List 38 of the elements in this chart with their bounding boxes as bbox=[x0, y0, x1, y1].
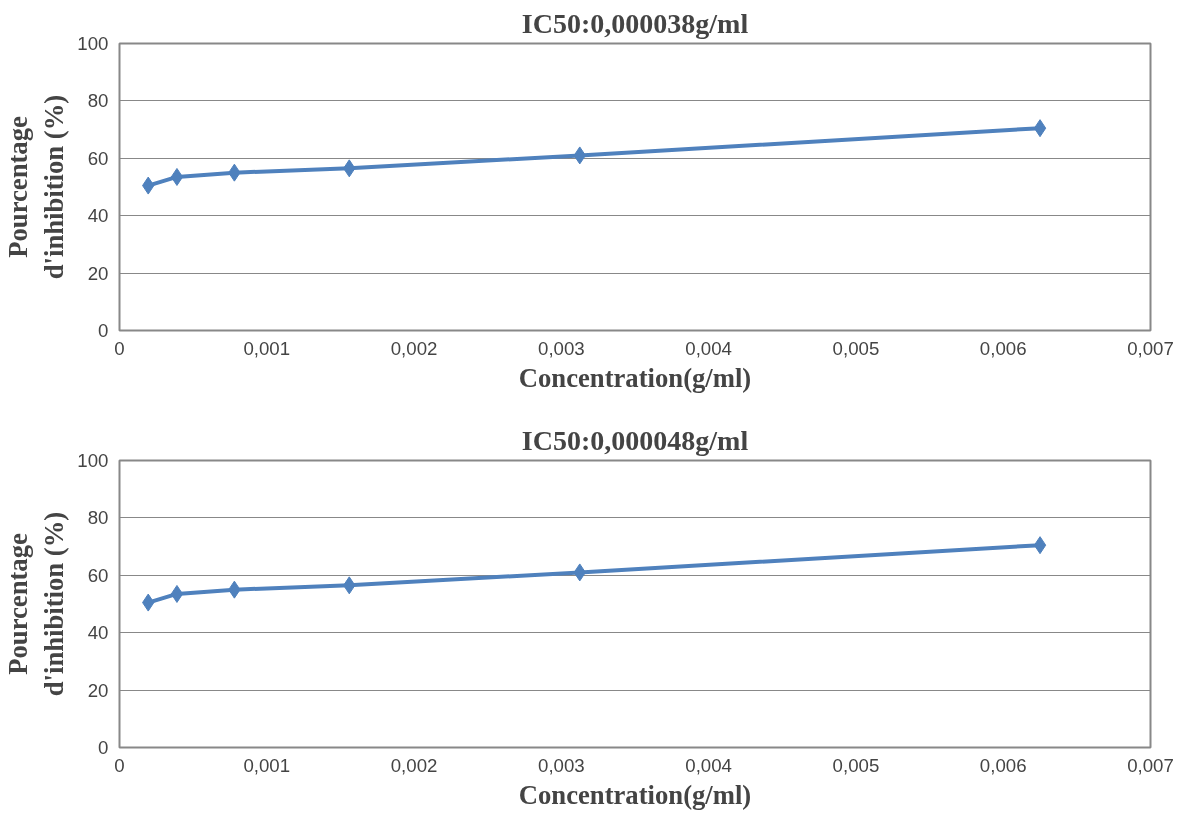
y-tick-label: 100 bbox=[77, 450, 109, 471]
y-tick-label: 100 bbox=[77, 33, 109, 54]
point bbox=[1033, 536, 1047, 555]
y-tick-label: 60 bbox=[87, 147, 109, 169]
point bbox=[170, 584, 184, 603]
y-tick-label: 80 bbox=[87, 90, 109, 112]
chart-title: IC50:0,000048g/ml bbox=[521, 424, 749, 456]
x-tick-label: 0,005 bbox=[832, 754, 880, 776]
x-tick-label: 0,007 bbox=[1127, 337, 1174, 359]
x-tick-label: 0,005 bbox=[832, 337, 880, 359]
x-tick-label: 0,006 bbox=[979, 754, 1027, 776]
y-tick-label: 80 bbox=[87, 507, 109, 529]
x-axis-title: Concentration(g/ml) bbox=[518, 779, 752, 810]
y-tick-label: 40 bbox=[87, 205, 109, 227]
x-axis-title: Concentration(g/ml) bbox=[518, 362, 752, 393]
y-axis-title: Pourcentage d'inhibition (%) bbox=[3, 94, 70, 280]
y-tick-label: 20 bbox=[87, 262, 109, 284]
x-tick-label: 0,002 bbox=[390, 337, 438, 359]
x-tick-label: 0,003 bbox=[538, 337, 585, 359]
x-tick-label: 0 bbox=[114, 754, 125, 776]
x-tick-label: 0,007 bbox=[1127, 754, 1174, 776]
y-tick-label: 0 bbox=[98, 737, 109, 758]
y-axis-title: Pourcentage d'inhibition (%) bbox=[3, 511, 70, 697]
x-tick-label: 0,002 bbox=[390, 754, 438, 776]
x-tick-label: 0,006 bbox=[979, 337, 1027, 359]
x-tick-label: 0,001 bbox=[243, 337, 291, 359]
chart-title: IC50:0,000038g/ml bbox=[521, 7, 749, 39]
x-tick-label: 0,003 bbox=[538, 754, 585, 776]
y-tick-label: 60 bbox=[87, 564, 109, 586]
point bbox=[1033, 119, 1047, 138]
point bbox=[170, 167, 184, 186]
x-tick-label: 0,004 bbox=[685, 754, 732, 776]
y-tick-label: 20 bbox=[87, 679, 109, 701]
x-tick-label: 0,001 bbox=[243, 754, 291, 776]
x-tick-label: 0 bbox=[114, 337, 125, 359]
y-tick-label: 40 bbox=[87, 622, 109, 644]
y-tick-label: 0 bbox=[98, 320, 109, 341]
x-tick-label: 0,004 bbox=[685, 337, 732, 359]
